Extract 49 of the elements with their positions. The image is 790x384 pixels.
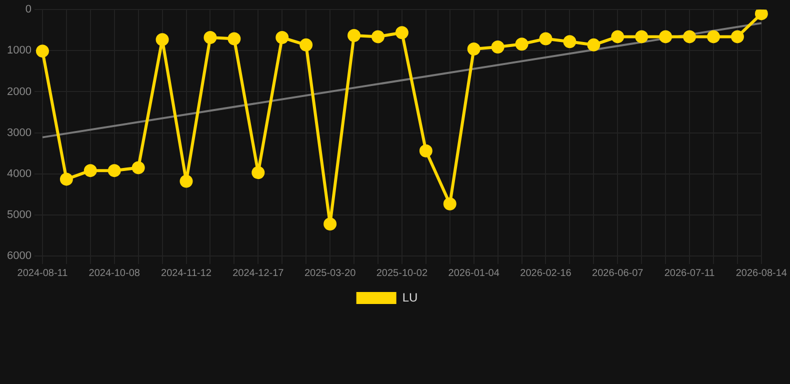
point <box>371 30 384 44</box>
point <box>683 30 696 44</box>
x-tick-label: 2024-11-12 <box>161 268 212 279</box>
point <box>60 172 73 186</box>
point <box>252 166 265 180</box>
point <box>156 33 169 46</box>
point <box>276 31 289 44</box>
point <box>563 35 576 48</box>
legend-label: LU <box>402 290 418 304</box>
point <box>300 38 313 52</box>
point <box>132 161 145 174</box>
point <box>587 38 600 52</box>
point <box>754 10 768 20</box>
point <box>324 217 337 230</box>
y-tick-label: 5000 <box>6 208 32 221</box>
x-tick-label: 2024-12-17 <box>232 268 284 279</box>
x-tick-label: 2025-10-02 <box>376 268 428 279</box>
point <box>730 30 744 44</box>
point <box>706 30 720 44</box>
x-tick-label: 2026-08-14 <box>736 268 788 279</box>
point <box>611 30 624 44</box>
point <box>443 197 456 210</box>
y-tick-label: 0 <box>25 4 32 16</box>
point <box>108 164 121 178</box>
point <box>515 38 528 51</box>
point <box>348 28 361 42</box>
x-tick-label: 2024-08-11 <box>17 268 68 279</box>
point <box>635 30 648 44</box>
point <box>539 32 552 46</box>
y-tick-label: 4000 <box>6 168 32 180</box>
point <box>419 144 432 158</box>
y-tick-label: 3000 <box>6 126 32 139</box>
point <box>659 30 672 44</box>
x-tick-label: 2026-02-16 <box>520 268 572 279</box>
y-tick-label: 1000 <box>6 44 32 57</box>
y-tick-label: 6000 <box>6 250 32 262</box>
point <box>228 32 241 46</box>
y-tick-label: 2000 <box>6 86 32 98</box>
x-tick-label: 2025-03-20 <box>304 268 356 279</box>
point <box>84 164 97 178</box>
point <box>395 26 408 40</box>
x-tick-label: 2026-06-07 <box>592 268 644 279</box>
point <box>467 42 480 56</box>
x-tick-label: 2026-01-04 <box>448 268 500 279</box>
point <box>491 40 504 54</box>
x-tick-label: 2024-10-08 <box>88 268 140 279</box>
x-tick-label: 2026-07-11 <box>664 268 716 279</box>
point <box>180 174 193 188</box>
point <box>204 31 217 44</box>
